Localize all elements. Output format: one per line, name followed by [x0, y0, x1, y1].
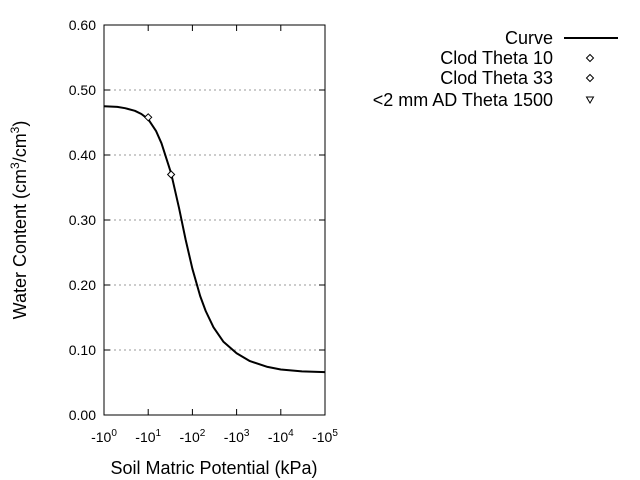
x-tick-exp: 4 — [288, 428, 294, 439]
y-tick-label: 0.60 — [69, 17, 96, 33]
y-tick-label: 0.50 — [69, 82, 96, 98]
x-tick-base: -10 — [268, 429, 288, 445]
x-tick-base: -10 — [135, 429, 155, 445]
legend-triangle-marker — [585, 96, 595, 104]
legend-label: <2 mm AD Theta 1500 — [373, 90, 553, 110]
series — [103, 105, 326, 374]
legend-diamond-marker — [585, 73, 595, 83]
x-tick-label: -105 — [312, 428, 338, 445]
legend-label: Clod Theta 33 — [440, 68, 553, 88]
x-tick-label: -101 — [135, 428, 161, 445]
legend-diamond-marker — [585, 53, 595, 63]
x-axis: -100 -101 -102 -103 -104 -105 — [91, 25, 338, 445]
x-tick-exp: 2 — [200, 428, 206, 439]
x-tick-exp: 0 — [111, 428, 117, 439]
x-axis-label: Soil Matric Potential (kPa) — [110, 458, 317, 478]
y-tick-label: 0.40 — [69, 147, 96, 163]
x-tick-exp: 1 — [156, 428, 162, 439]
y-label-sup: 3 — [8, 162, 22, 169]
x-tick-label: -100 — [91, 428, 117, 445]
curve-line — [103, 105, 326, 374]
legend-label: Curve — [505, 28, 553, 48]
x-tick-label: -102 — [180, 428, 206, 445]
x-tick-base: -10 — [180, 429, 200, 445]
x-tick-exp: 3 — [244, 428, 250, 439]
y-tick-label: 0.30 — [69, 212, 96, 228]
x-tick-base: -10 — [312, 429, 332, 445]
x-tick-label: -104 — [268, 428, 294, 445]
x-tick-base: -10 — [224, 429, 244, 445]
grid — [104, 89, 325, 351]
y-tick-label: 0.10 — [69, 342, 96, 358]
data-point — [143, 113, 153, 122]
y-label-part: ) — [10, 121, 30, 127]
y-tick-label: 0.20 — [69, 277, 96, 293]
legend-label: Clod Theta 10 — [440, 48, 553, 68]
x-tick-exp: 5 — [332, 428, 338, 439]
y-label-part: /cm — [10, 133, 30, 162]
y-axis-label: Water Content (cm3/cm3) — [8, 121, 30, 320]
y-label-part: Water Content (cm — [10, 169, 30, 319]
y-label-sup: 3 — [8, 126, 22, 133]
y-tick-label: 0.00 — [69, 407, 96, 423]
y-axis: 0.00 0.10 0.20 0.30 0.40 0.50 0.60 — [69, 17, 325, 423]
x-tick-base: -10 — [91, 429, 111, 445]
x-tick-label: -103 — [224, 428, 250, 445]
data-point — [166, 170, 176, 179]
